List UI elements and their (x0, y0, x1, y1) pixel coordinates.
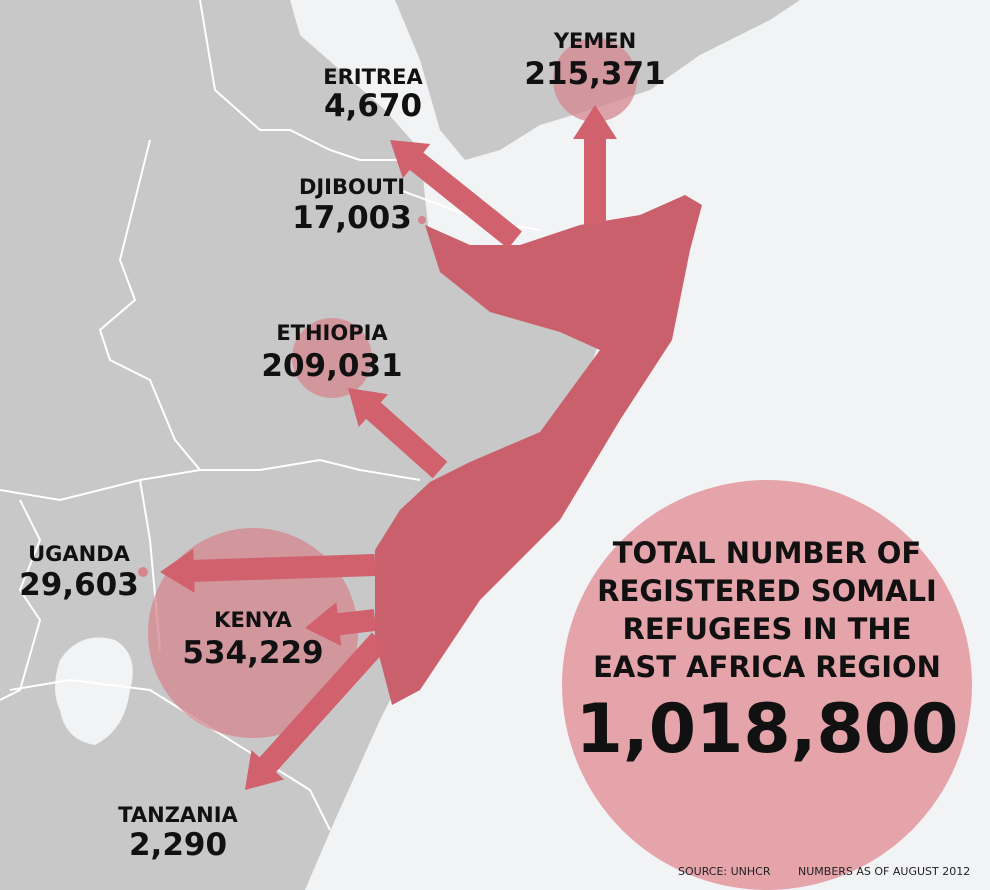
country-value: 17,003 (292, 200, 412, 236)
source: SOURCE: UNHCR (678, 865, 771, 878)
arrow (390, 140, 522, 249)
arrow (245, 632, 389, 790)
ethiopia-circle (292, 318, 372, 398)
total-circle (562, 480, 972, 890)
somalia (375, 195, 702, 705)
country-value: 29,603 (19, 567, 139, 603)
note: NUMBERS AS OF AUGUST 2012 (798, 865, 970, 878)
lake-victoria (55, 637, 133, 745)
country-name: ETHIOPIA (276, 321, 388, 345)
total-value: 1,018,800 (576, 690, 959, 769)
total-title: REFUGEES IN THE (623, 612, 912, 646)
total-title: TOTAL NUMBER OF (613, 536, 921, 570)
africa-land (0, 0, 600, 890)
country-name: KENYA (214, 608, 292, 632)
country-name: UGANDA (28, 542, 131, 566)
country-value: 209,031 (261, 348, 402, 384)
country-value: 534,229 (182, 635, 323, 671)
arrow (305, 602, 377, 646)
country-value: 215,371 (524, 56, 665, 92)
country-name: TANZANIA (118, 803, 238, 827)
country-name: ERITREA (323, 65, 423, 89)
arrows (160, 105, 617, 790)
country-value: 2,290 (129, 827, 227, 863)
djibouti-dot (418, 216, 426, 224)
country-value: 4,670 (324, 88, 422, 124)
arrow (573, 105, 617, 225)
total-title: EAST AFRICA REGION (593, 650, 941, 684)
arrow (160, 548, 376, 593)
arrow (348, 388, 448, 479)
yemen-circle (553, 38, 637, 122)
country-name: YEMEN (553, 29, 636, 53)
country-name: DJIBOUTI (299, 175, 405, 199)
total-title: REGISTERED SOMALI (597, 574, 937, 608)
uganda-dot (138, 567, 148, 577)
